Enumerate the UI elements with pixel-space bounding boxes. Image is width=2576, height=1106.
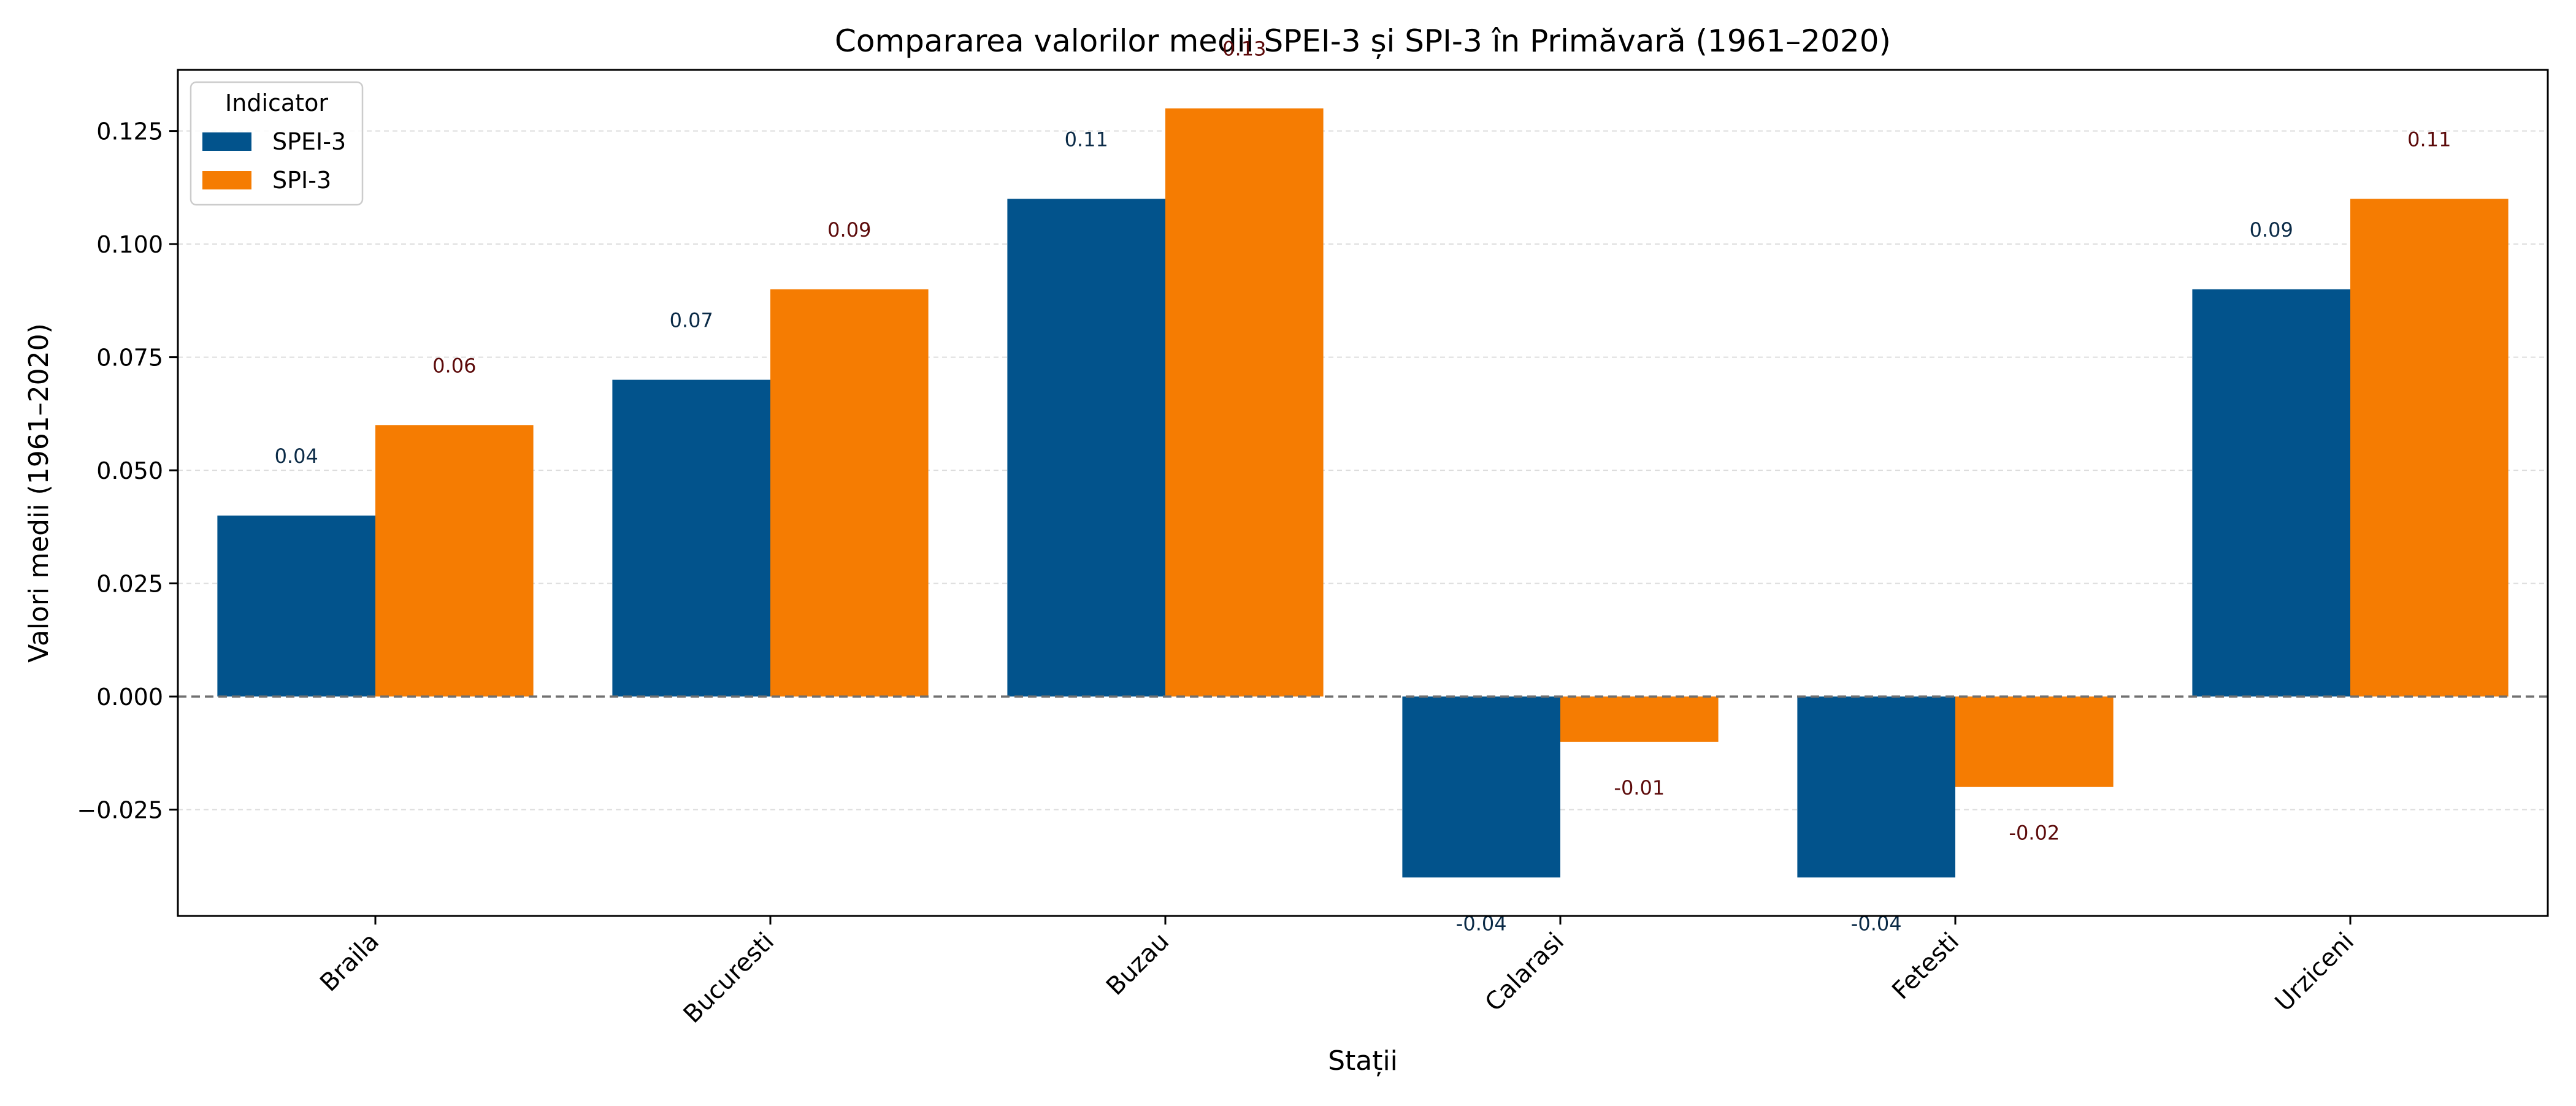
grid-lines xyxy=(178,130,2548,810)
bar-spi-3-braila xyxy=(375,425,534,697)
y-tick-label: 0.125 xyxy=(96,118,163,145)
data-label: 0.07 xyxy=(670,309,713,332)
bar-spi-3-urziceni xyxy=(2350,199,2509,697)
bar-spi-3-calarasi xyxy=(1560,696,1719,742)
legend-label: SPEI-3 xyxy=(272,128,346,155)
bar-spi-3-buzau xyxy=(1165,108,1324,697)
bar-spei-3-calarasi xyxy=(1402,696,1560,878)
y-tick-label: 0.025 xyxy=(96,571,163,598)
legend-swatch-spi-3 xyxy=(202,171,251,189)
y-tick-label: −0.025 xyxy=(77,797,163,824)
x-axis: Braila Bucuresti Buzau Calarasi Fetesti Urzic… xyxy=(315,916,2359,1029)
legend: Indicator SPEI-3 SPI-3 xyxy=(190,81,364,206)
bars-group xyxy=(217,108,2509,878)
x-tick-label: Urziceni xyxy=(2270,928,2359,1017)
data-label: 0.09 xyxy=(827,218,871,242)
data-label: 0.04 xyxy=(275,444,318,468)
bar-spei-3-buzau xyxy=(1007,199,1165,697)
data-label: -0.02 xyxy=(2009,822,2060,845)
bar-spi-3-fetesti xyxy=(1955,696,2114,787)
chart-title: Compararea valorilor medii SPEI-3 și SPI… xyxy=(835,23,1891,59)
y-tick-label: 0.050 xyxy=(96,457,163,484)
x-axis-label: Stații xyxy=(1328,1045,1398,1077)
data-label: 0.11 xyxy=(1065,128,1108,151)
x-tick-label: Buzau xyxy=(1101,928,1175,1001)
bar-spei-3-braila xyxy=(217,515,375,697)
x-tick-label: Fetesti xyxy=(1887,928,1965,1005)
bar-spei-3-bucuresti xyxy=(612,379,770,697)
data-label: -0.01 xyxy=(1614,776,1665,799)
data-label: 0.09 xyxy=(2250,218,2293,242)
data-label: 0.13 xyxy=(1222,37,1266,61)
data-label: 0.06 xyxy=(432,354,476,377)
x-tick-label: Braila xyxy=(315,928,385,997)
plot-frame xyxy=(177,69,2549,917)
bar-spei-3-urziceni xyxy=(2192,289,2350,697)
y-tick-label: 0.075 xyxy=(96,345,163,372)
x-tick-label: Bucuresti xyxy=(678,928,780,1029)
bar-spei-3-fetesti xyxy=(1797,696,1955,878)
data-label: 0.11 xyxy=(2407,128,2451,151)
y-axis-label: Valori medii (1961–2020) xyxy=(23,323,55,663)
legend-title: Indicator xyxy=(225,90,328,116)
bar-spi-3-bucuresti xyxy=(770,289,929,697)
legend-label: SPI-3 xyxy=(272,167,331,194)
y-tick-label: 0.000 xyxy=(96,684,163,711)
data-labels-group: 0.040.060.070.090.110.13-0.04-0.01-0.04-… xyxy=(275,37,2451,936)
x-tick-label: Calarasi xyxy=(1480,928,1570,1017)
y-axis: −0.025 0.000 0.025 0.050 0.075 0.100 0.125 xyxy=(77,118,178,824)
y-tick-label: 0.100 xyxy=(96,231,163,258)
legend-swatch-spei-3 xyxy=(202,132,251,151)
